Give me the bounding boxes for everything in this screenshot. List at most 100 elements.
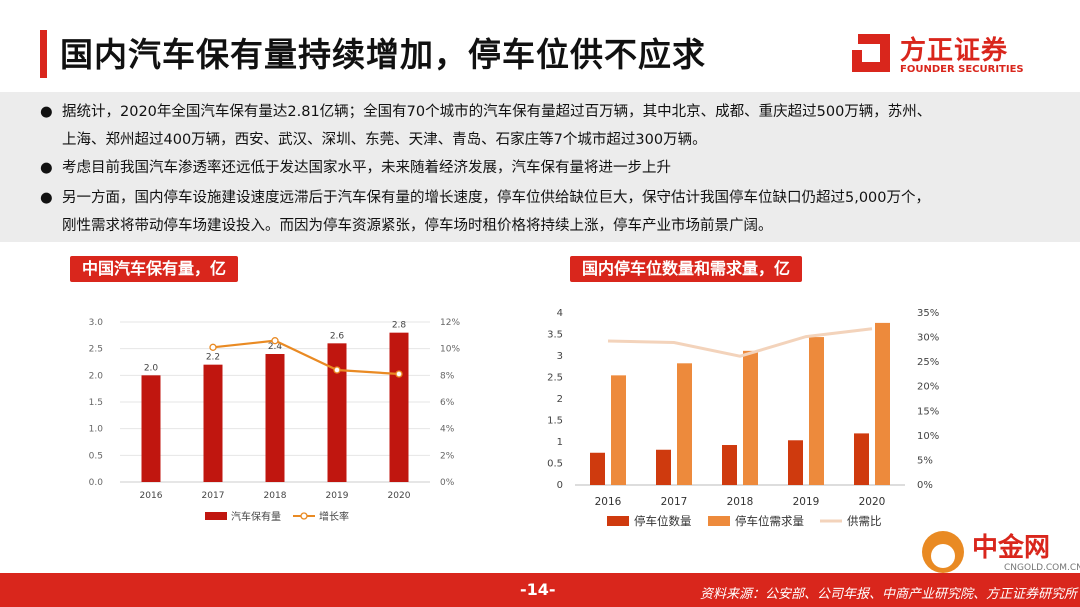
logo-text-en: FOUNDER SECURITIES (900, 64, 1024, 75)
y-tick-label-right: 8% (440, 371, 455, 381)
y-tick-label-left: 3 (557, 351, 563, 362)
watermark-text-cn: 中金网 (972, 533, 1051, 563)
bullet-line: 另一方面，国内停车设施建设速度远滞后于汽车保有量的增长速度，停车位供给缺位巨大，… (62, 190, 931, 206)
bullet-line: 上海、郑州超过400万辆，西安、武汉、深圳、东莞、天津、青岛、石家庄等7个城市超… (62, 132, 707, 148)
legend-swatch-bar (205, 512, 227, 520)
x-tick-label: 2020 (388, 491, 411, 501)
car-ownership-chart: 0.0 0.5 1.0 1.5 2.0 2.5 3.0 0% 2% 4% 6% 8% 10% 12% 2.0… (89, 318, 461, 523)
supply-demand-ratio-line (607, 327, 873, 358)
y-tick-label-left: 2.5 (547, 373, 563, 384)
bullet-panel: ● 据统计，2020年全国汽车保有量达2.81亿辆；全国有70个城市的汽车保有量… (0, 92, 1080, 242)
x-tick-label: 2019 (793, 496, 820, 508)
y-tick-label-right: 10% (440, 345, 460, 355)
y-tick-label-right: 6% (440, 398, 455, 408)
x-tick-label: 2018 (727, 496, 754, 508)
y-tick-label-left: 0.5 (547, 459, 563, 470)
y-tick-label-right: 25% (917, 357, 939, 368)
x-tick-label: 2020 (859, 496, 886, 508)
growth-rate-point (333, 366, 341, 374)
watermark-text-en: CNGOLD.COM.CN (1004, 563, 1080, 573)
bar-car-ownership (327, 343, 347, 482)
x-tick-label: 2016 (140, 491, 163, 501)
growth-rate-point (395, 370, 403, 378)
y-tick-label-right: 20% (917, 382, 939, 393)
founder-logo: 方正证券 FOUNDER SECURITIES (850, 30, 1040, 80)
y-tick-label-left: 1.5 (547, 416, 563, 427)
bar-data-label: 2.2 (206, 353, 220, 363)
page-title: 国内汽车保有量持续增加，停车位供不应求 (60, 35, 706, 74)
y-tick-label-left: 3.5 (547, 330, 563, 341)
y-tick-label-right: 5% (917, 455, 933, 466)
y-tick-label-right: 10% (917, 431, 939, 442)
y-tick-label-left: 1 (557, 437, 563, 448)
bar-parking-demand (743, 350, 758, 485)
x-tick-label: 2019 (326, 491, 349, 501)
legend-label: 供需比 (847, 514, 882, 528)
bar-parking-demand (611, 375, 626, 485)
x-tick-label: 2018 (264, 491, 287, 501)
bullet-dot: ● (40, 190, 53, 206)
y-tick-label-left: 3.0 (89, 318, 104, 328)
bar-car-ownership (141, 375, 161, 482)
x-tick-label: 2017 (202, 491, 225, 501)
y-tick-label-left: 2 (557, 394, 563, 405)
y-tick-label-right: 30% (917, 333, 939, 344)
bar-parking-supply (656, 449, 671, 485)
bar-parking-demand (809, 337, 824, 485)
bar-parking-demand (677, 363, 692, 485)
y-tick-label-right: 12% (440, 318, 460, 328)
y-tick-label-left: 0 (557, 480, 563, 491)
y-tick-label-right: 0% (440, 478, 455, 488)
y-tick-label-right: 15% (917, 406, 939, 417)
bar-parking-supply (788, 440, 803, 485)
y-tick-label-left: 0.0 (89, 478, 104, 488)
source-note: 资料来源：公安部、公司年报、中商产业研究院、方正证券研究所 (700, 587, 1078, 602)
watermark-logo-icon (922, 531, 964, 573)
y-tick-label-left: 4 (557, 308, 563, 319)
y-tick-label-right: 4% (440, 425, 455, 435)
bullet-line: 据统计，2020年全国汽车保有量达2.81亿辆；全国有70个城市的汽车保有量超过… (62, 104, 932, 120)
legend-label: 停车位需求量 (735, 514, 804, 528)
cngold-watermark: 中金网 CNGOLD.COM.CN (922, 527, 1080, 577)
y-tick-label-right: 0% (917, 480, 933, 491)
bar-data-label: 2.0 (144, 363, 159, 373)
bullet-dot: ● (40, 104, 53, 120)
bar-data-label: 2.4 (268, 342, 283, 352)
x-tick-label: 2016 (595, 496, 622, 508)
legend-label: 增长率 (319, 510, 349, 523)
bar-parking-supply (590, 452, 605, 485)
y-tick-label-right: 35% (917, 308, 939, 319)
y-tick-label-left: 0.5 (89, 451, 103, 461)
bar-car-ownership (265, 354, 285, 482)
legend-swatch-supply (607, 516, 629, 526)
page-number: -14- (520, 580, 556, 599)
chart1-title: 中国汽车保有量，亿 (70, 256, 239, 282)
bar-data-label: 2.8 (392, 321, 407, 331)
bar-car-ownership (389, 332, 409, 482)
chart2-title: 国内停车位数量和需求量，亿 (570, 256, 803, 282)
growth-rate-point (209, 343, 217, 351)
y-tick-label-left: 1.0 (89, 425, 104, 435)
legend-label: 汽车保有量 (231, 510, 281, 523)
y-tick-label-left: 1.5 (89, 398, 103, 408)
bullet-dot: ● (40, 160, 53, 176)
legend-label: 停车位数量 (634, 514, 692, 528)
bar-car-ownership (203, 364, 223, 482)
y-tick-label-left: 2.5 (89, 345, 103, 355)
bar-parking-supply (854, 433, 869, 485)
bullet-line: 刚性需求将带动停车场建设投入。而因为停车资源紧张，停车场时租价格将持续上涨，停车… (62, 218, 773, 234)
footer-bar (0, 573, 1080, 607)
growth-rate-line (212, 339, 400, 376)
x-tick-label: 2017 (661, 496, 688, 508)
parking-space-chart: 0 0.5 1 1.5 2 2.5 3 3.5 4 0% 5% 10% 15% 20% 25% 30% 35% 2… (547, 308, 939, 528)
founder-logo-mark (852, 34, 890, 72)
y-tick-label-right: 2% (440, 451, 455, 461)
y-tick-label-left: 2.0 (89, 371, 104, 381)
title-accent-bar (40, 30, 47, 78)
bar-data-label: 2.6 (330, 331, 345, 341)
growth-rate-point (271, 337, 279, 345)
bullet-line: 考虑目前我国汽车渗透率还远低于发达国家水平，未来随着经济发展，汽车保有量将进一步… (62, 160, 671, 176)
bar-parking-supply (722, 445, 737, 485)
legend-swatch-demand (708, 516, 730, 526)
logo-text-cn: 方正证券 (900, 36, 1009, 66)
